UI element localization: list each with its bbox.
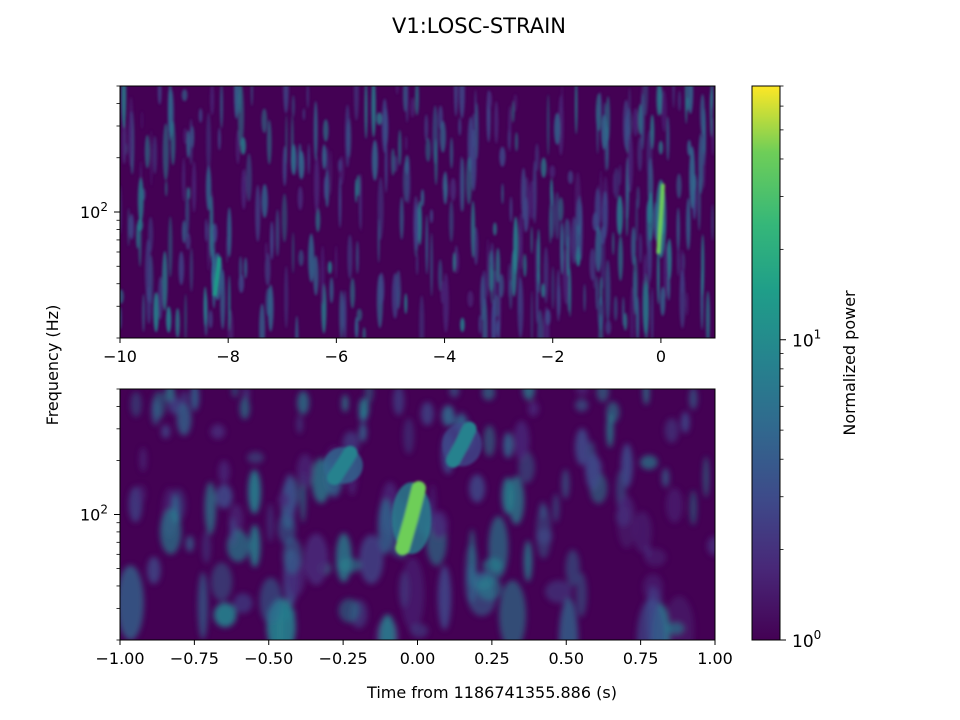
top-x-tick-label: −4	[433, 347, 457, 366]
colorbar-tick-label: 100	[792, 628, 821, 652]
top-noise-streaks	[120, 86, 714, 338]
y-axis-label: Frequency (Hz)	[43, 305, 62, 426]
bottom-x-tick-label: 0.50	[548, 649, 584, 668]
bottom-signal-hotspot	[391, 481, 432, 556]
bottom-heatmap-texture	[120, 389, 715, 640]
bottom-x-tick-label: −0.25	[319, 649, 368, 668]
bottom-x-tick-label: 1.00	[697, 649, 733, 668]
bottom-x-ticks: −1.00 −0.75 −0.50 −0.25 0.00 0.25 0.50 0.75 1.00	[95, 640, 733, 668]
top-y-ticks: 102	[80, 85, 120, 339]
x-axis-label: Time from 1186741355.886 (s)	[366, 683, 617, 702]
figure-title: V1:LOSC-STRAIN	[392, 14, 566, 38]
bottom-x-tick-label: 0.00	[400, 649, 436, 668]
bottom-noise-streaks	[120, 389, 715, 640]
top-x-tick-label: 0	[656, 347, 666, 366]
colorbar-ticks: 100 101	[780, 85, 821, 652]
top-x-ticks: −10 −8 −6 −4 −2 0	[103, 338, 666, 366]
top-signal-hotspot	[655, 179, 667, 258]
colorbar-tick-label: 101	[792, 328, 821, 352]
top-heatmap-texture	[120, 86, 714, 338]
bottom-x-tick-label: −1.00	[95, 649, 144, 668]
top-x-tick-label: −6	[325, 347, 349, 366]
top-y-tick-label: 102	[80, 200, 108, 222]
top-signal-hotspot	[211, 252, 223, 301]
colorbar-label: Normalized power	[840, 290, 859, 436]
bottom-signal-hotspot	[442, 421, 482, 468]
bottom-x-tick-label: 0.75	[623, 649, 659, 668]
bottom-y-ticks: 102	[80, 388, 120, 641]
colorbar: 100 101 Normalized power	[751, 85, 859, 652]
top-x-tick-label: −2	[541, 347, 565, 366]
top-panel: −10 −8 −6 −4 −2 0 102	[80, 85, 716, 366]
bottom-x-tick-label: −0.50	[244, 649, 293, 668]
bottom-signal-hotspot	[323, 445, 363, 486]
bottom-panel: −1.00 −0.75 −0.50 −0.25 0.00 0.25 0.50 0.75 1.00…	[80, 388, 733, 668]
colorbar-gradient	[751, 85, 781, 641]
top-x-tick-label: −8	[216, 347, 240, 366]
bottom-x-tick-label: 0.25	[474, 649, 510, 668]
top-x-tick-label: −10	[103, 347, 137, 366]
bottom-x-tick-label: −0.75	[170, 649, 219, 668]
bottom-y-tick-label: 102	[80, 503, 108, 525]
